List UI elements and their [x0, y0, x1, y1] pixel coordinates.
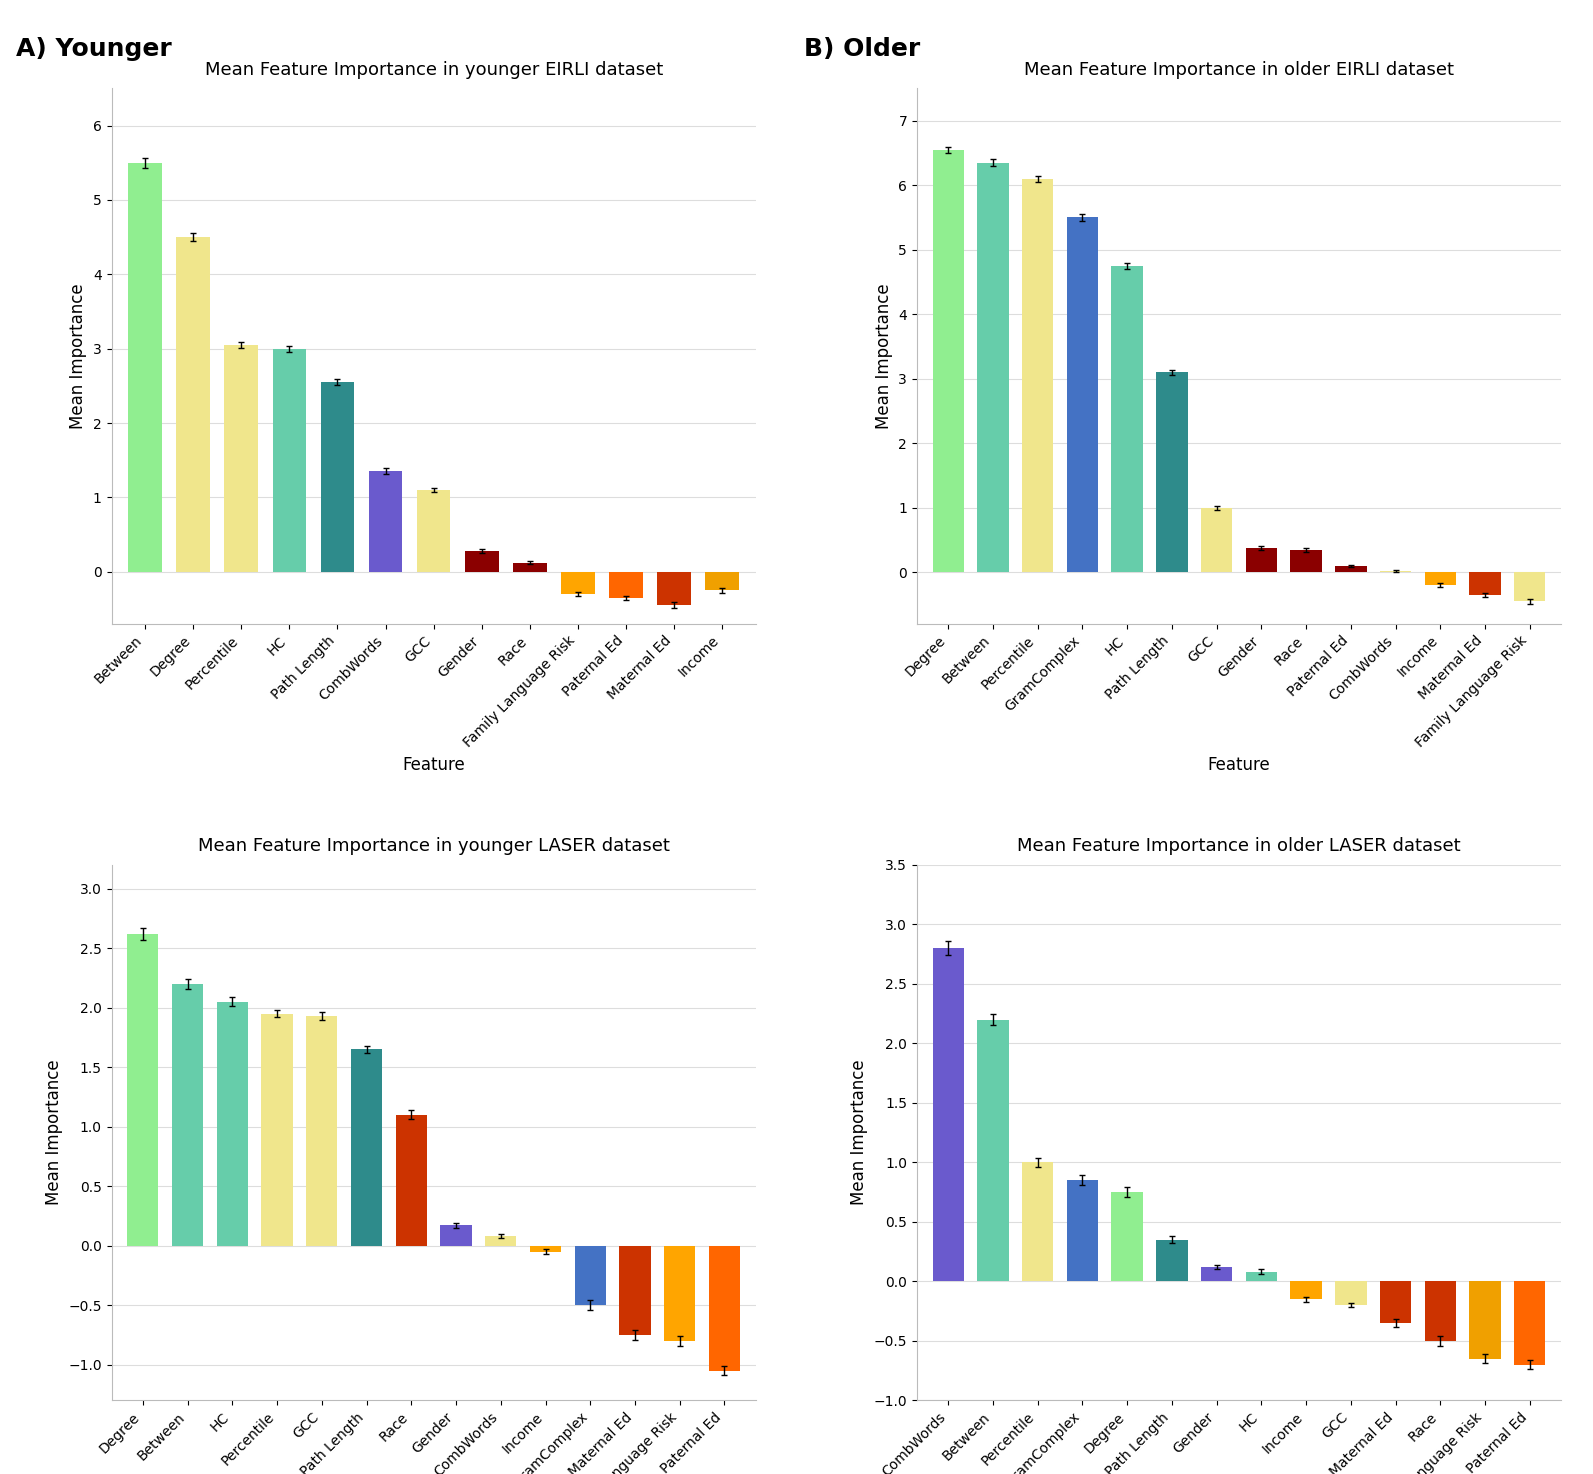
Bar [932, 948, 964, 1281]
Bar [217, 1002, 249, 1246]
Bar [1380, 1281, 1411, 1324]
Y-axis label: Mean Importance: Mean Importance [45, 1060, 62, 1206]
Bar [1424, 1281, 1456, 1341]
Bar [368, 472, 403, 572]
Bar [417, 489, 451, 572]
Bar [127, 935, 158, 1246]
Bar [440, 1225, 472, 1246]
Bar [575, 1246, 605, 1304]
Y-axis label: Mean Importance: Mean Importance [875, 283, 892, 429]
Bar [658, 572, 691, 606]
Bar [1157, 373, 1187, 572]
Title: Mean Feature Importance in younger EIRLI dataset: Mean Feature Importance in younger EIRLI… [204, 60, 663, 78]
Bar [709, 1246, 741, 1371]
Bar [1469, 1281, 1501, 1359]
Bar [1290, 1281, 1322, 1299]
Bar [129, 162, 162, 572]
Bar [977, 1020, 1008, 1281]
Bar [177, 237, 210, 572]
Bar [561, 572, 594, 594]
Bar [706, 572, 739, 591]
Bar [620, 1246, 650, 1335]
Y-axis label: Mean Importance: Mean Importance [851, 1060, 868, 1206]
Bar [1112, 265, 1142, 572]
Title: Mean Feature Importance in younger LASER dataset: Mean Feature Importance in younger LASER… [198, 837, 669, 855]
Bar [1023, 178, 1053, 572]
X-axis label: Feature: Feature [1207, 756, 1270, 774]
Bar [1515, 572, 1545, 601]
Bar [1067, 1181, 1098, 1281]
Bar [320, 382, 354, 572]
Bar [1201, 507, 1233, 572]
Bar [530, 1246, 561, 1251]
Bar [1246, 1272, 1278, 1281]
Title: Mean Feature Importance in older LASER dataset: Mean Feature Importance in older LASER d… [1018, 837, 1461, 855]
Bar [1290, 550, 1322, 572]
Title: Mean Feature Importance in older EIRLI dataset: Mean Feature Importance in older EIRLI d… [1024, 60, 1454, 78]
Bar [513, 563, 546, 572]
Bar [395, 1114, 427, 1246]
Bar [1424, 572, 1456, 585]
Text: A) Younger: A) Younger [16, 37, 172, 60]
Bar [932, 150, 964, 572]
Bar [172, 983, 204, 1246]
Bar [486, 1237, 516, 1246]
Bar [1112, 1192, 1142, 1281]
Text: B) Older: B) Older [804, 37, 921, 60]
Bar [664, 1246, 696, 1341]
X-axis label: Feature: Feature [403, 756, 465, 774]
Bar [977, 162, 1008, 572]
Bar [1246, 548, 1278, 572]
Bar [609, 572, 644, 598]
Bar [261, 1014, 293, 1246]
Bar [1067, 218, 1098, 572]
Bar [306, 1016, 338, 1246]
Bar [1335, 566, 1367, 572]
Bar [465, 551, 499, 572]
Bar [225, 345, 258, 572]
Bar [350, 1049, 382, 1246]
Bar [1469, 572, 1501, 595]
Bar [1515, 1281, 1545, 1365]
Bar [1023, 1163, 1053, 1281]
Y-axis label: Mean Importance: Mean Importance [70, 283, 88, 429]
Bar [1335, 1281, 1367, 1304]
Bar [1157, 1240, 1187, 1281]
Bar [272, 349, 306, 572]
Bar [1201, 1268, 1233, 1281]
